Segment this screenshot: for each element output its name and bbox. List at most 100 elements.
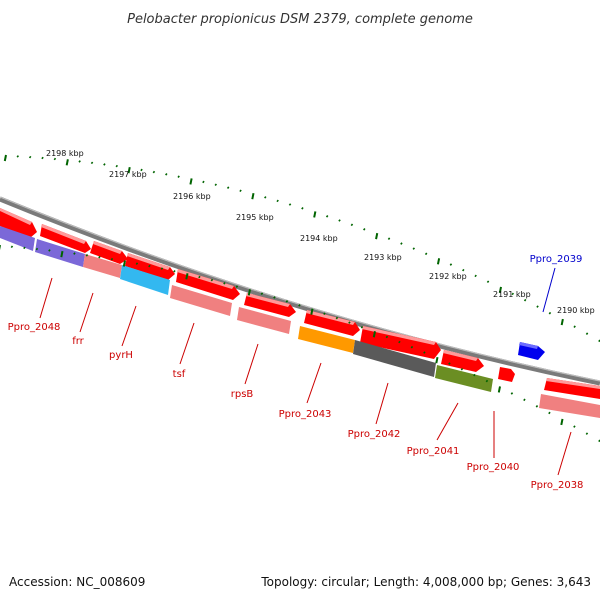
gene-bar-purple[interactable]	[0, 226, 35, 251]
gene-bar-cyan[interactable]	[120, 265, 170, 295]
gene-label[interactable]: Ppro_2041	[407, 446, 460, 457]
gene-bar-orange[interactable]	[298, 326, 355, 353]
minor-tick	[135, 262, 139, 265]
gene-label[interactable]: Ppro_2043	[279, 409, 332, 420]
gene-arrow-highlight	[127, 253, 170, 270]
minor-tick	[140, 168, 143, 172]
gene-arrow[interactable]	[441, 350, 484, 372]
major-tick	[65, 159, 69, 166]
minor-tick	[363, 228, 366, 231]
scale-ticks-inner	[0, 245, 600, 443]
gene-label[interactable]: pyrH	[109, 350, 133, 361]
major-tick	[251, 192, 255, 200]
major-tick	[560, 318, 564, 326]
gene-arrow[interactable]	[498, 367, 515, 382]
gene-label[interactable]: frr	[72, 336, 84, 347]
minor-tick	[160, 267, 164, 270]
gene-arrow-highlight	[519, 342, 538, 349]
gene-label[interactable]: Ppro_2040	[467, 462, 520, 473]
gene-bar-pink[interactable]	[170, 285, 232, 316]
gene-bar-purple[interactable]	[35, 239, 85, 267]
gene-arrow[interactable]	[544, 378, 600, 399]
scale-label: 2193 kbp	[364, 253, 402, 262]
minor-tick	[398, 340, 401, 344]
major-tick	[313, 211, 317, 218]
gene-label[interactable]: tsf	[173, 369, 186, 380]
major-tick	[372, 331, 376, 338]
minor-tick	[323, 312, 326, 315]
minor-tick	[536, 305, 539, 308]
minor-tick	[523, 298, 527, 302]
minor-tick	[448, 362, 451, 365]
minor-tick	[301, 207, 304, 210]
minor-tick	[385, 335, 389, 339]
minor-tick	[335, 316, 339, 320]
minor-tick	[41, 156, 44, 160]
gene-arrow-highlight	[41, 224, 86, 244]
major-tick	[189, 178, 193, 185]
gene-bar-pink[interactable]	[83, 254, 122, 278]
minor-tick	[585, 332, 589, 335]
minor-tick	[449, 263, 453, 266]
genome-backbone-highlight	[0, 196, 600, 382]
gene-arrow[interactable]	[90, 241, 128, 264]
major-tick	[185, 273, 189, 280]
scale-label: 2192 kbp	[429, 272, 467, 281]
gene-arrow-highlight	[0, 208, 32, 225]
gene-arrow[interactable]	[244, 293, 296, 317]
accession-text: Accession: NC_008609	[9, 575, 145, 589]
gene-arrow-highlight	[546, 378, 600, 389]
minor-tick	[23, 246, 26, 250]
minor-tick	[73, 252, 76, 255]
leader-line	[436, 402, 459, 441]
gene-bar-gray[interactable]	[353, 340, 436, 377]
gene-bar-pink[interactable]	[539, 394, 600, 418]
minor-tick	[48, 249, 51, 252]
scale-label: 2190 kbp	[557, 306, 595, 315]
gene-label[interactable]: Ppro_2048	[8, 322, 61, 333]
major-tick	[435, 356, 439, 364]
major-tick	[310, 308, 314, 315]
major-tick	[127, 166, 131, 174]
gene-arrow[interactable]	[360, 326, 441, 359]
leader-line	[557, 431, 572, 476]
gene-label[interactable]: Ppro_2039	[530, 254, 583, 265]
leader-line	[39, 277, 53, 319]
gene-label[interactable]: Ppro_2042	[348, 429, 401, 440]
gene-bar-olive[interactable]	[435, 365, 493, 392]
gene-arrow[interactable]	[304, 310, 360, 336]
scale-labels: 2198 kbp 2197 kbp 2196 kbp 2195 kbp 2194…	[46, 149, 595, 315]
minor-tick	[165, 173, 168, 176]
minor-tick	[235, 285, 239, 288]
gene-label[interactable]: rpsB	[231, 389, 254, 400]
minor-tick	[214, 183, 218, 187]
gene-arrow[interactable]	[176, 269, 240, 300]
minor-tick	[202, 180, 205, 184]
leader-line	[79, 292, 94, 333]
minor-tick	[298, 304, 301, 307]
minor-tick	[226, 186, 230, 189]
minor-tick	[35, 247, 39, 251]
minor-tick	[288, 203, 292, 206]
minor-tick	[510, 392, 514, 395]
gene-arrow-blue[interactable]	[518, 342, 545, 360]
gene-bar-pink[interactable]	[237, 307, 291, 334]
minor-tick	[285, 300, 289, 303]
minor-tick	[412, 247, 416, 250]
minor-tick	[486, 280, 490, 284]
major-tick	[560, 418, 564, 426]
minor-tick	[473, 373, 476, 377]
leader-line	[244, 343, 259, 385]
gene-arrow[interactable]	[0, 208, 37, 238]
minor-tick	[90, 161, 94, 165]
minor-tick	[223, 282, 226, 285]
minor-tick	[264, 196, 267, 199]
scale-label: 2196 kbp	[173, 192, 211, 201]
scale-label: 2194 kbp	[300, 234, 338, 243]
minor-tick	[115, 164, 119, 168]
gene-label[interactable]: Ppro_2038	[531, 480, 584, 491]
minor-tick	[16, 155, 20, 158]
genome-backbone	[0, 196, 600, 386]
minor-tick	[423, 351, 426, 354]
